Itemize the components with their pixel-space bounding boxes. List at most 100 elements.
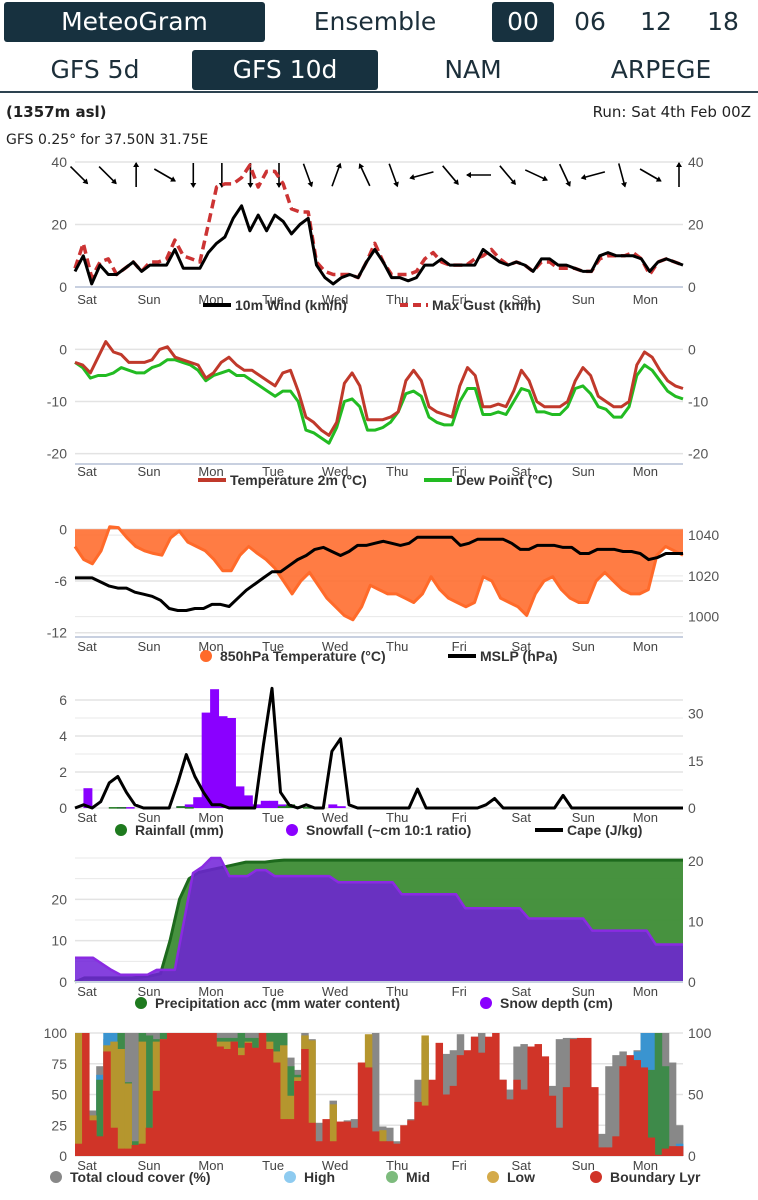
cape-line <box>74 686 683 810</box>
legend-t850-swatch <box>200 650 212 662</box>
accumulation-chart: 0 10 20 0 10 20 Sat Sun Mon Tue Wed Thu Fri Sat Sun Mon… <box>51 853 703 1011</box>
boundary-layer-bar <box>110 1127 118 1156</box>
tab-ensemble[interactable]: Ensemble <box>313 7 437 36</box>
x-tick-label: Tue <box>262 292 284 307</box>
boundary-layer-bar <box>159 1039 168 1156</box>
boundary-layer-bar <box>647 1137 656 1156</box>
y-tick-label-left: 100 <box>44 1025 68 1041</box>
wind-direction-arrow <box>190 163 197 188</box>
rainfall-bar <box>303 807 312 809</box>
low-cloud-bar <box>329 1104 337 1156</box>
boundary-layer-bar <box>379 1141 387 1156</box>
legend-low: Low <box>507 1169 535 1185</box>
boundary-layer-bar <box>202 1033 210 1156</box>
model-gfs-5d[interactable]: GFS 5d <box>50 55 140 84</box>
boundary-layer-bar <box>562 1087 571 1156</box>
boundary-layer-bar <box>124 1148 132 1156</box>
run-hour-00[interactable]: 00 <box>492 2 554 42</box>
rainfall-bar <box>277 806 287 808</box>
t850-mslp-chart: 0 -6 -12 1000 1020 1040 Sat Sun Mon Tue Wed Thu Fri S… <box>47 521 720 664</box>
low-cloud-bar <box>110 1041 118 1156</box>
x-tick-label: Wed <box>322 810 349 825</box>
model-nam[interactable]: NAM <box>444 55 502 84</box>
x-tick-label: Thu <box>386 984 408 999</box>
y-tick-label-left: 0 <box>59 279 67 295</box>
low-cloud-bar <box>308 1040 316 1156</box>
total-cloud-bar <box>668 1062 677 1156</box>
legend-t850: 850hPa Temperature (°C) <box>220 648 386 664</box>
x-tick-label: Tue <box>262 639 284 654</box>
wind-direction-arrow <box>153 168 176 182</box>
boundary-layer-bar <box>322 1119 330 1156</box>
x-tick-label: Tue <box>262 464 284 479</box>
y-tick-label-right: 0 <box>688 341 696 357</box>
model-nav: GFS 5d GFS 10d NAM ARPEGE <box>0 50 758 94</box>
model-gfs-10d[interactable]: GFS 10d <box>192 50 378 90</box>
snowfall-bar <box>201 712 211 808</box>
y-tick-label-right: 40 <box>688 154 704 170</box>
x-tick-label: Sun <box>572 810 595 825</box>
boundary-layer-bar <box>449 1085 458 1156</box>
x-tick-label: Sun <box>137 292 160 307</box>
y-tick-label-right: 20 <box>688 217 704 233</box>
tab-meteogram[interactable]: MeteoGram <box>4 2 265 42</box>
y-tick-label-right: 100 <box>688 1025 712 1041</box>
boundary-layer-bar <box>336 1121 345 1156</box>
y-tick-label-right: 1040 <box>688 527 719 543</box>
mid-cloud-bar <box>654 1033 663 1156</box>
y-tick-label-right: 0 <box>688 974 696 990</box>
snowfall-bar <box>193 797 203 808</box>
legend-boundary: Boundary Lyr <box>610 1169 701 1185</box>
boundary-layer-bar <box>209 1033 217 1156</box>
snowfall-bar <box>260 800 270 808</box>
boundary-layer-bar <box>527 1046 535 1156</box>
snowfall-bar <box>210 689 220 808</box>
x-tick-label: Fri <box>452 1158 467 1173</box>
y-tick-label-right: 15 <box>688 753 704 769</box>
x-tick-label: Sat <box>77 1158 97 1173</box>
location-label: GFS 0.25° for 37.50N 31.75E <box>6 132 209 148</box>
boundary-layer-bar <box>181 1033 189 1156</box>
x-tick-label: Sat <box>77 464 97 479</box>
boundary-layer-bar <box>343 1121 352 1156</box>
boundary-layer-bar <box>265 1048 274 1156</box>
wind-direction-arrow <box>358 163 371 187</box>
y-tick-label-right: 0 <box>688 279 696 295</box>
x-tick-label: Wed <box>322 1158 349 1173</box>
x-tick-label: Fri <box>452 639 467 654</box>
model-arpege[interactable]: ARPEGE <box>610 55 712 84</box>
boundary-layer-bar <box>371 1131 380 1156</box>
boundary-layer-bar <box>350 1127 359 1156</box>
boundary-layer-bar <box>421 1105 429 1156</box>
snowfall-bar <box>125 807 135 809</box>
x-tick-label: Mon <box>198 984 223 999</box>
wind-direction-arrow <box>499 165 516 185</box>
boundary-layer-bar <box>442 1094 451 1156</box>
boundary-layer-bar <box>584 1037 592 1156</box>
legend-gust: Max Gust (km/h) <box>432 297 541 313</box>
legend-precip-acc-swatch <box>135 997 147 1009</box>
mid-cloud-bar <box>96 1079 104 1156</box>
legend-precip-acc: Precipitation acc (mm water content) <box>155 995 400 1011</box>
elevation-label: (1357m asl) <box>6 103 107 121</box>
precip-acc-line <box>74 858 683 984</box>
x-tick-label: Sun <box>137 639 160 654</box>
boundary-layer-bar <box>485 1036 493 1156</box>
run-hour-12[interactable]: 12 <box>640 7 672 36</box>
wind-direction-arrow <box>388 163 399 188</box>
x-tick-label: Sat <box>512 639 532 654</box>
snowfall-bar <box>252 804 262 808</box>
run-hour-18[interactable]: 18 <box>707 7 739 36</box>
wind-direction-arrow <box>466 172 491 178</box>
x-tick-label: Sat <box>512 810 532 825</box>
legend-mid-swatch <box>386 1171 398 1183</box>
boundary-layer-bar <box>230 1041 239 1156</box>
legend-snow-depth: Snow depth (cm) <box>500 995 613 1011</box>
low-cloud-bar <box>117 1048 125 1156</box>
run-hour-06[interactable]: 06 <box>574 7 606 36</box>
x-tick-label: Sat <box>77 292 97 307</box>
boundary-layer-bar <box>626 1055 634 1156</box>
boundary-layer-bar <box>654 1154 663 1156</box>
